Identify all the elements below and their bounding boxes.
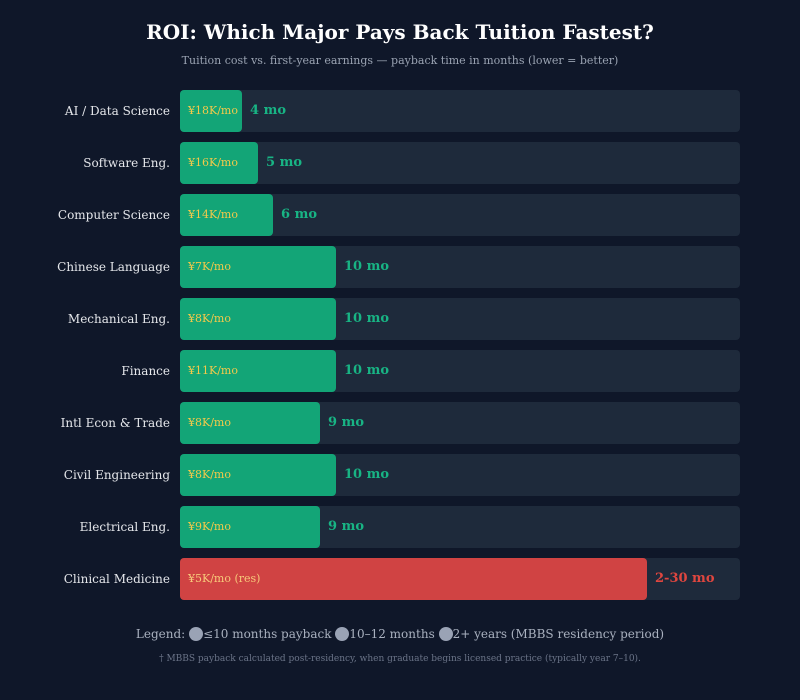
earnings-label: ¥11K/mo	[188, 364, 238, 377]
bar-row: Civil Engineering ¥8K/mo 10 mo	[0, 454, 800, 496]
bar: ¥8K/mo	[180, 298, 336, 340]
category-label: AI / Data Science	[64, 104, 170, 118]
earnings-label: ¥8K/mo	[188, 312, 231, 325]
bar: ¥9K/mo	[180, 506, 320, 548]
bar: ¥16K/mo	[180, 142, 258, 184]
category-label: Chinese Language	[57, 260, 170, 274]
bar-row: Finance ¥11K/mo 10 mo	[0, 350, 800, 392]
bar: ¥7K/mo	[180, 246, 336, 288]
bar-row: Clinical Medicine ¥5K/mo (res) 2-30 mo	[0, 558, 800, 600]
payback-label: 2-30 mo	[655, 571, 715, 586]
bar-track: ¥16K/mo 5 mo	[180, 142, 740, 184]
bar-row: Software Eng. ¥16K/mo 5 mo	[0, 142, 800, 184]
bar: ¥8K/mo	[180, 402, 320, 444]
payback-label: 5 mo	[266, 155, 302, 170]
bar-track: ¥11K/mo 10 mo	[180, 350, 740, 392]
bar: ¥14K/mo	[180, 194, 273, 236]
category-label: Electrical Eng.	[79, 520, 170, 534]
bar: ¥18K/mo	[180, 90, 242, 132]
category-label: Civil Engineering	[63, 468, 170, 482]
bar-track: ¥14K/mo 6 mo	[180, 194, 740, 236]
bar-row: Mechanical Eng. ¥8K/mo 10 mo	[0, 298, 800, 340]
chart-subtitle: Tuition cost vs. first-year earnings — p…	[181, 54, 619, 67]
earnings-label: ¥8K/mo	[188, 468, 231, 481]
category-label: Mechanical Eng.	[67, 312, 170, 326]
legend: Legend: ≤10 months payback 10–12 months …	[0, 627, 800, 641]
legend-prefix: Legend:	[135, 627, 186, 641]
bar-chart: AI / Data Science ¥18K/mo 4 mo Software Eng…	[0, 90, 800, 602]
category-label: Clinical Medicine	[63, 572, 170, 586]
bar-track: ¥8K/mo 10 mo	[180, 298, 740, 340]
bar-track: ¥18K/mo 4 mo	[180, 90, 740, 132]
earnings-label: ¥8K/mo	[188, 416, 231, 429]
earnings-label: ¥16K/mo	[188, 156, 238, 169]
earnings-label: ¥18K/mo	[188, 104, 238, 117]
legend-item-medium: 10–12 months	[349, 627, 435, 641]
bar-track: ¥9K/mo 9 mo	[180, 506, 740, 548]
bar-track: ¥8K/mo 9 mo	[180, 402, 740, 444]
legend-item-residency: 2+ years (MBBS residency period)	[452, 627, 665, 641]
payback-label: 9 mo	[328, 415, 364, 430]
bar: ¥8K/mo	[180, 454, 336, 496]
payback-label: 10 mo	[344, 311, 390, 326]
payback-label: 6 mo	[281, 207, 317, 222]
bar-row: Computer Science ¥14K/mo 6 mo	[0, 194, 800, 236]
earnings-label: ¥14K/mo	[188, 208, 238, 221]
bar-row: Chinese Language ¥7K/mo 10 mo	[0, 246, 800, 288]
category-label: Intl Econ & Trade	[60, 416, 170, 430]
legend-swatch-icon	[438, 627, 453, 641]
bar-row: Intl Econ & Trade ¥8K/mo 9 mo	[0, 402, 800, 444]
category-label: Finance	[121, 364, 170, 378]
payback-label: 10 mo	[344, 259, 390, 274]
payback-label: 10 mo	[344, 363, 390, 378]
bar-row: AI / Data Science ¥18K/mo 4 mo	[0, 90, 800, 132]
payback-label: 9 mo	[328, 519, 364, 534]
bar: ¥11K/mo	[180, 350, 336, 392]
bar-track: ¥5K/mo (res) 2-30 mo	[180, 558, 740, 600]
earnings-label: ¥5K/mo (res)	[188, 572, 261, 585]
bar-track: ¥8K/mo 10 mo	[180, 454, 740, 496]
bar-row: Electrical Eng. ¥9K/mo 9 mo	[0, 506, 800, 548]
payback-label: 4 mo	[250, 103, 286, 118]
category-label: Software Eng.	[83, 156, 170, 170]
category-label: Computer Science	[57, 208, 170, 222]
payback-label: 10 mo	[344, 467, 390, 482]
bar: ¥5K/mo (res)	[180, 558, 647, 600]
bar-track: ¥7K/mo 10 mo	[180, 246, 740, 288]
footnote: † MBBS payback calculated post-residency…	[159, 654, 641, 664]
chart-title: ROI: Which Major Pays Back Tuition Faste…	[146, 20, 654, 44]
earnings-label: ¥9K/mo	[188, 520, 231, 533]
legend-swatch-icon	[335, 627, 350, 641]
legend-item-fast: ≤10 months payback	[203, 627, 332, 641]
earnings-label: ¥7K/mo	[188, 260, 231, 273]
legend-swatch-icon	[189, 627, 204, 641]
